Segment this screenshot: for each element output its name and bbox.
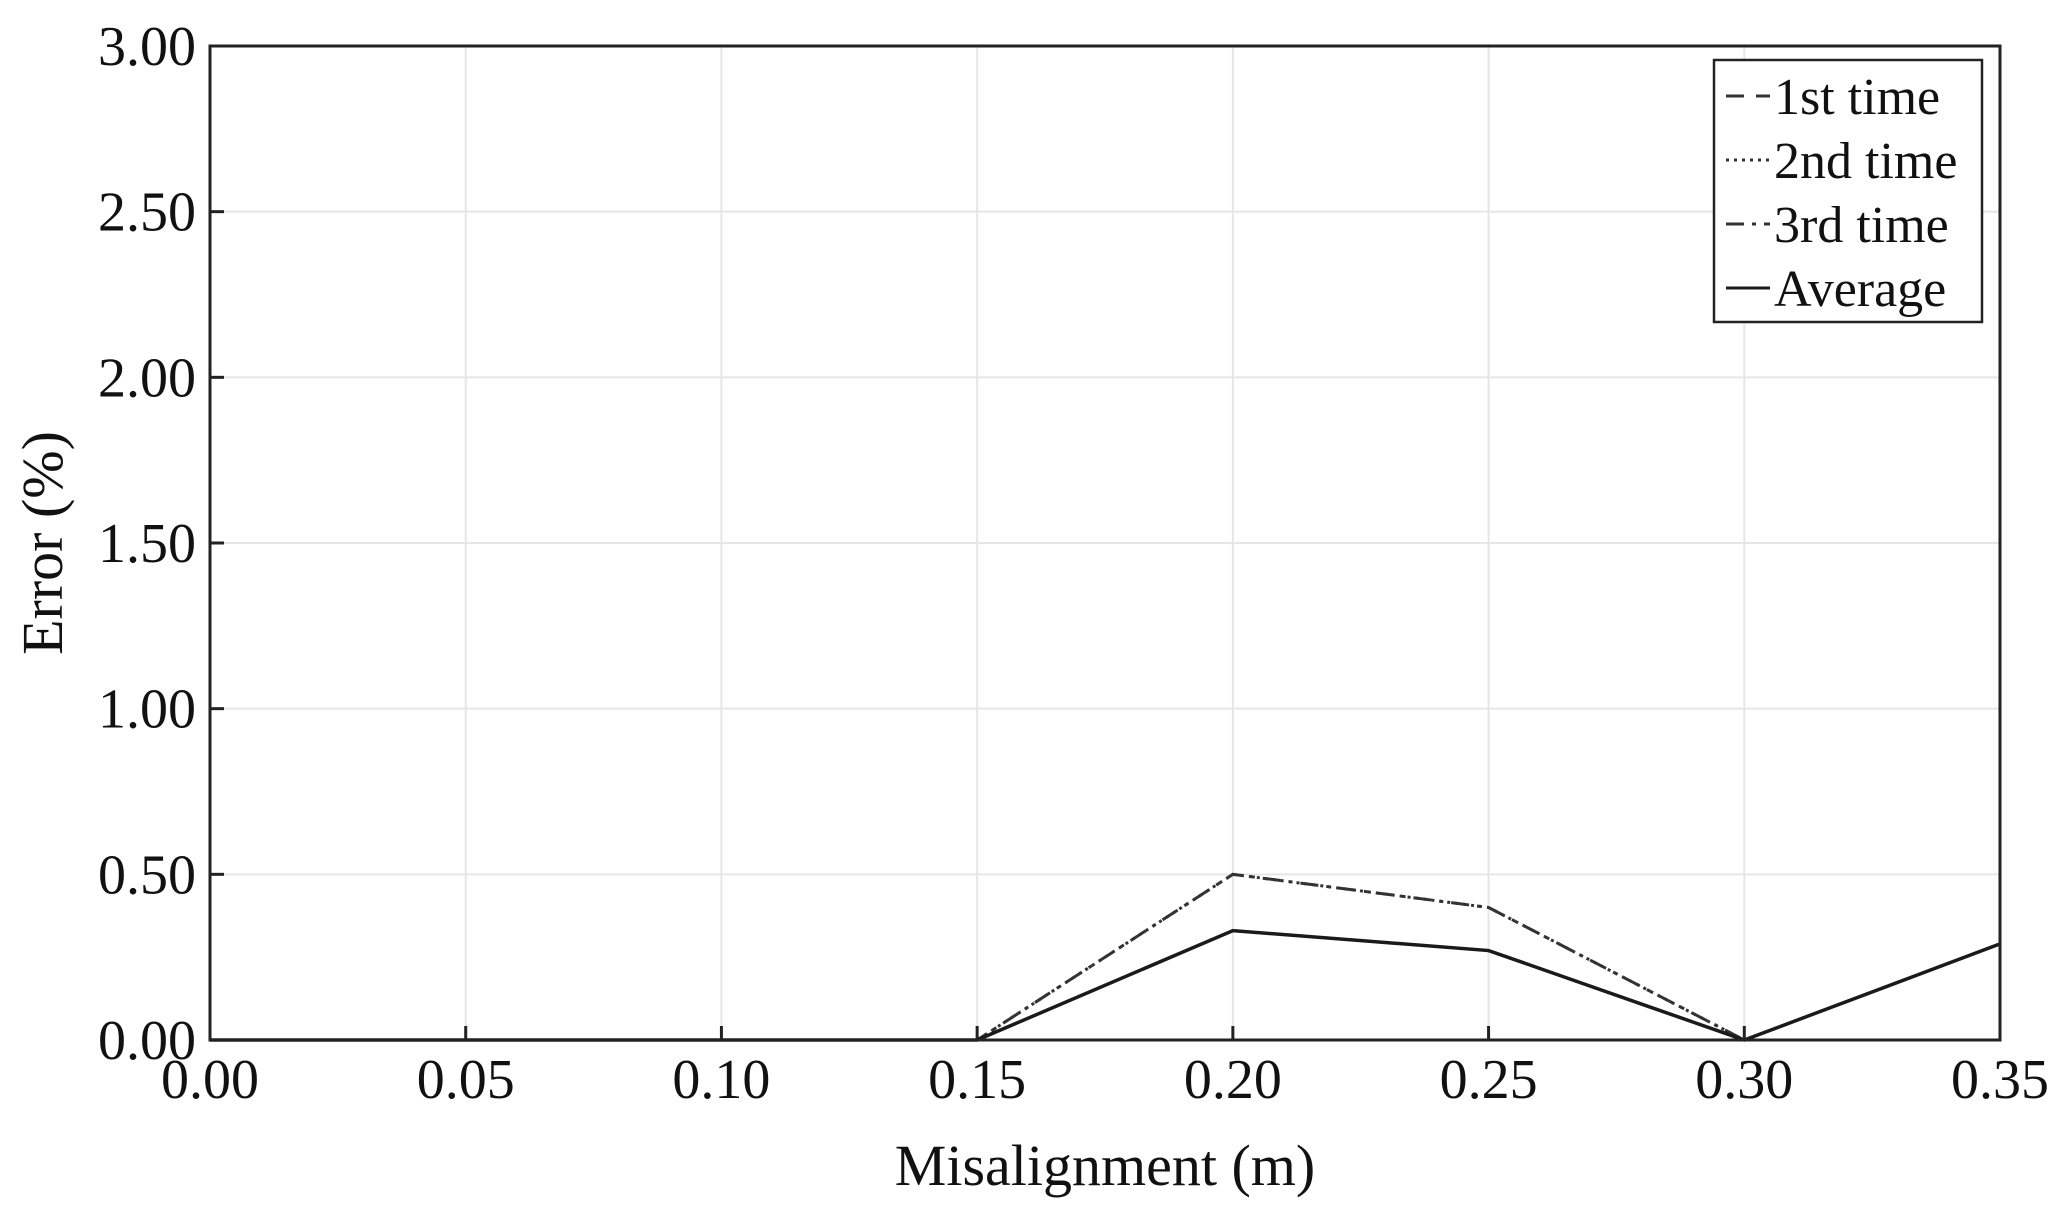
x-tick-label: 0.25: [1440, 1049, 1538, 1111]
x-tick-label: 0.00: [161, 1049, 259, 1111]
series-line-2: [210, 872, 1745, 1042]
x-axis-label: Misalignment (m): [895, 1133, 1315, 1198]
y-tick-label: 0.50: [98, 844, 196, 906]
tick-marks: [208, 44, 2002, 1042]
x-tick-label: 0.10: [672, 1049, 770, 1111]
y-tick-label: 0.00: [98, 1010, 196, 1072]
y-axis-label: Error (%): [10, 431, 75, 655]
legend-label: 1st time: [1774, 69, 1940, 126]
legend-label: Average: [1774, 261, 1946, 318]
legend-label: 2nd time: [1774, 133, 1957, 190]
legend: 1st time 2nd time 3rd time Average: [1712, 58, 1984, 324]
y-tick-label: 3.00: [98, 16, 196, 78]
x-tick-label: 0.20: [1184, 1049, 1282, 1111]
x-tick-label: 0.30: [1695, 1049, 1793, 1111]
x-tick-label: 0.35: [1951, 1049, 2049, 1111]
x-tick-label: 0.05: [417, 1049, 515, 1111]
y-tick-label: 1.50: [98, 513, 196, 575]
legend-box: [1712, 58, 1984, 324]
series-line-4: [210, 928, 2001, 1042]
y-tick-label: 2.50: [98, 182, 196, 244]
tick-labels: 0.00 0.05 0.10 0.15 0.20 0.25 0.30 0.35 0.00 0.50…: [98, 16, 2049, 1111]
y-tick-label: 2.00: [98, 347, 196, 409]
grid-lines: [209, 45, 2001, 1041]
series-lines: [210, 872, 2001, 1042]
x-tick-label: 0.15: [928, 1049, 1026, 1111]
legend-label: 3rd time: [1774, 197, 1949, 254]
y-tick-label: 1.00: [98, 679, 196, 741]
